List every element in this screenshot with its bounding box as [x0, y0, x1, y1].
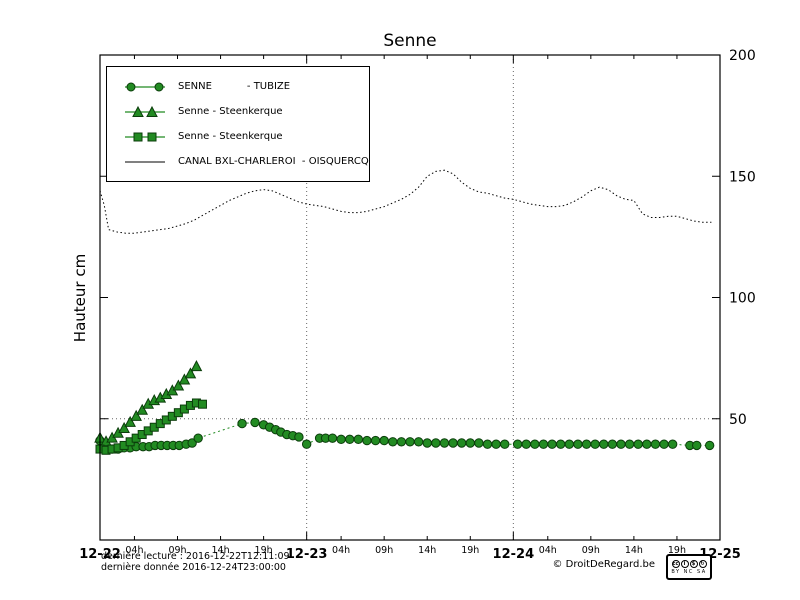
svg-text:100: 100: [729, 291, 756, 307]
share-alike-icon: ↻: [698, 559, 707, 568]
svg-text:19h: 19h: [461, 545, 479, 556]
non-commercial-icon: $: [689, 559, 698, 568]
svg-text:09h: 09h: [582, 545, 600, 556]
svg-text:14h: 14h: [418, 545, 436, 556]
legend-marker-triangle-icon: [125, 105, 165, 117]
svg-text:04h: 04h: [125, 545, 143, 556]
svg-text:12-22: 12-22: [79, 547, 121, 562]
svg-text:150: 150: [729, 169, 756, 185]
legend-item-steenkerque-triangle: Senne - Steenkerque: [107, 99, 369, 124]
svg-text:09h: 09h: [375, 545, 393, 556]
last-reading-text: dernière lecture : 2016-12-22T12:11:09: [101, 551, 290, 562]
legend-item-canal: CANAL BXL-CHARLEROI - OISQUERCQ: [107, 149, 369, 174]
cc-license-badge[interactable]: cc i $ ↻ BY NC SA: [666, 554, 712, 580]
svg-text:04h: 04h: [539, 545, 557, 556]
svg-text:200: 200: [729, 48, 756, 64]
legend-item-tubize: SENNE - TUBIZE: [107, 74, 369, 99]
svg-text:19h: 19h: [255, 545, 273, 556]
cc-license-label: BY NC SA: [671, 568, 707, 575]
legend-label: Senne - Steenkerque: [178, 106, 283, 117]
svg-text:14h: 14h: [625, 545, 643, 556]
svg-text:12-24: 12-24: [493, 547, 535, 562]
legend-marker-square-icon: [125, 132, 165, 141]
attribution-icon: i: [680, 559, 689, 568]
cc-icon-row: cc i $ ↻: [671, 559, 707, 568]
svg-text:14h: 14h: [212, 545, 230, 556]
legend-label: CANAL BXL-CHARLEROI - OISQUERCQ: [178, 156, 369, 167]
svg-text:12-23: 12-23: [286, 547, 328, 562]
legend-label: SENNE - TUBIZE: [178, 81, 291, 92]
legend-marker-line-icon: [125, 161, 165, 162]
svg-text:09h: 09h: [168, 545, 186, 556]
legend-marker-circle-icon: [125, 82, 165, 91]
svg-text:19h: 19h: [668, 545, 686, 556]
chart-legend: SENNE - TUBIZE Senne - Steenkerque Senne…: [106, 66, 370, 182]
svg-text:50: 50: [729, 412, 747, 428]
svg-text:04h: 04h: [332, 545, 350, 556]
cc-logo-icon: cc: [671, 559, 680, 568]
chart-title: Senne: [383, 31, 437, 51]
legend-item-steenkerque-square: Senne - Steenkerque: [107, 124, 369, 149]
y-axis-label: Hauteur cm: [71, 253, 89, 343]
last-data-text: dernière donnée 2016-12-24T23:00:00: [101, 562, 286, 573]
copyright-text: © DroitDeRegard.be: [552, 559, 655, 570]
data-timestamps: dernière lecture : 2016-12-22T12:11:09 d…: [101, 551, 290, 573]
legend-label: Senne - Steenkerque: [178, 131, 283, 142]
